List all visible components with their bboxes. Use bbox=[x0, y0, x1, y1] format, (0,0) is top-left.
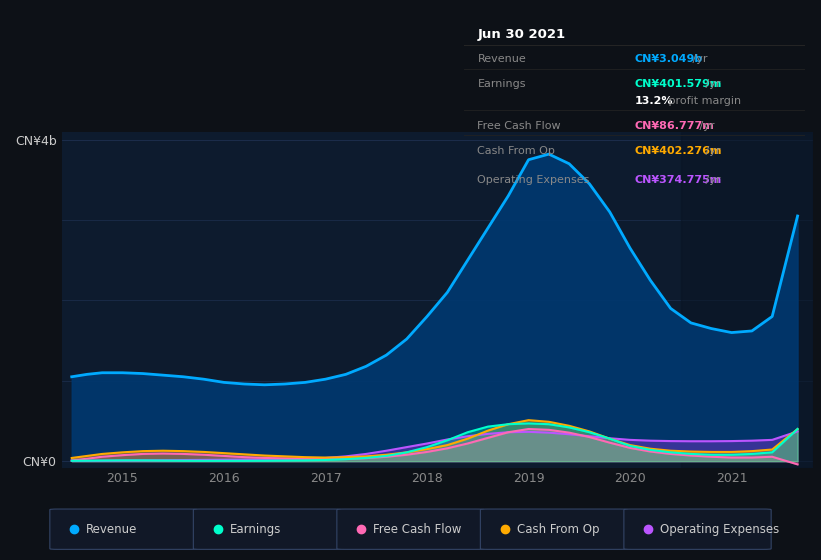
Text: profit margin: profit margin bbox=[665, 96, 741, 106]
Text: /yr: /yr bbox=[702, 146, 720, 156]
FancyBboxPatch shape bbox=[194, 509, 341, 549]
Text: Free Cash Flow: Free Cash Flow bbox=[478, 121, 561, 131]
Text: /yr: /yr bbox=[702, 175, 720, 185]
FancyBboxPatch shape bbox=[50, 509, 197, 549]
FancyBboxPatch shape bbox=[480, 509, 628, 549]
Text: 13.2%: 13.2% bbox=[635, 96, 672, 106]
Text: /yr: /yr bbox=[702, 78, 720, 88]
Text: /yr: /yr bbox=[695, 121, 714, 131]
FancyBboxPatch shape bbox=[337, 509, 484, 549]
Text: CN¥86.777m: CN¥86.777m bbox=[635, 121, 714, 131]
Text: Free Cash Flow: Free Cash Flow bbox=[373, 522, 461, 536]
Text: CN¥402.276m: CN¥402.276m bbox=[635, 146, 722, 156]
Text: Operating Expenses: Operating Expenses bbox=[660, 522, 779, 536]
Text: /yr: /yr bbox=[690, 54, 708, 63]
FancyBboxPatch shape bbox=[624, 509, 771, 549]
Text: CN¥374.775m: CN¥374.775m bbox=[635, 175, 722, 185]
Bar bbox=[681, 132, 813, 468]
Text: Revenue: Revenue bbox=[478, 54, 526, 63]
Text: CN¥3.049b: CN¥3.049b bbox=[635, 54, 703, 63]
Text: Cash From Op: Cash From Op bbox=[516, 522, 599, 536]
Text: Jun 30 2021: Jun 30 2021 bbox=[478, 29, 566, 41]
Text: Earnings: Earnings bbox=[478, 78, 526, 88]
Text: CN¥401.579m: CN¥401.579m bbox=[635, 78, 722, 88]
Text: Earnings: Earnings bbox=[230, 522, 281, 536]
Text: Cash From Op: Cash From Op bbox=[478, 146, 555, 156]
Text: Operating Expenses: Operating Expenses bbox=[478, 175, 589, 185]
Text: Revenue: Revenue bbox=[86, 522, 137, 536]
